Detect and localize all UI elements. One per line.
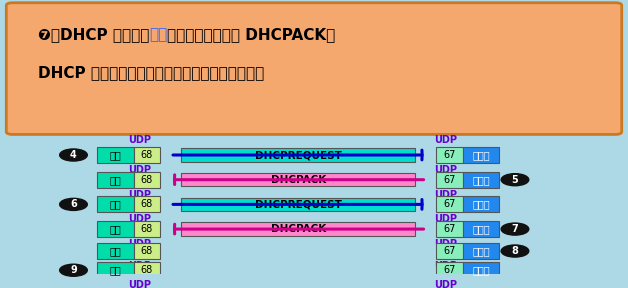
FancyBboxPatch shape [463,243,499,259]
Text: DHCPREQUEST: DHCPREQUEST [255,199,342,209]
Text: 4: 4 [70,150,77,160]
Text: DHCP 客户得到了新的租用期，重新设置计时器。: DHCP 客户得到了新的租用期，重新设置计时器。 [38,65,264,80]
Text: 服务器: 服务器 [472,224,490,234]
Text: 67: 67 [443,246,456,256]
Text: 68: 68 [141,150,153,160]
FancyBboxPatch shape [134,147,160,163]
Text: 67: 67 [443,265,456,275]
Text: UDP: UDP [435,214,457,224]
FancyBboxPatch shape [181,148,416,162]
Text: 6: 6 [70,199,77,209]
Circle shape [501,245,529,257]
Text: 客户: 客户 [110,246,121,256]
FancyBboxPatch shape [181,222,416,236]
Text: 同意: 同意 [149,27,167,42]
Text: UDP: UDP [128,214,151,224]
FancyBboxPatch shape [134,172,160,188]
Text: 服务器: 服务器 [472,199,490,209]
Text: UDP: UDP [128,190,151,200]
Text: 客户: 客户 [110,224,121,234]
FancyBboxPatch shape [134,196,160,212]
Text: 服务器: 服务器 [472,175,490,185]
FancyBboxPatch shape [97,262,134,278]
Text: 客户: 客户 [110,265,121,275]
FancyBboxPatch shape [436,172,463,188]
Text: UDP: UDP [435,280,457,288]
Text: UDP: UDP [128,261,151,271]
Text: 9: 9 [70,265,77,275]
FancyBboxPatch shape [463,262,499,278]
FancyBboxPatch shape [463,147,499,163]
Text: 客户: 客户 [110,199,121,209]
FancyBboxPatch shape [436,221,463,237]
Text: ❼：DHCP 服务器若: ❼：DHCP 服务器若 [38,27,149,42]
Text: DHCPREQUEST: DHCPREQUEST [255,150,342,160]
Text: 68: 68 [141,265,153,275]
Text: 68: 68 [141,175,153,185]
Text: UDP: UDP [435,239,457,249]
Text: UDP: UDP [435,165,457,175]
Text: DHCPACK: DHCPACK [271,224,326,234]
FancyBboxPatch shape [181,198,416,211]
FancyBboxPatch shape [97,221,134,237]
Text: 67: 67 [443,224,456,234]
FancyBboxPatch shape [134,262,160,278]
FancyBboxPatch shape [97,147,134,163]
Text: UDP: UDP [128,165,151,175]
Text: 67: 67 [443,150,456,160]
Circle shape [60,198,87,211]
FancyBboxPatch shape [463,196,499,212]
Text: 服务器: 服务器 [472,265,490,275]
FancyBboxPatch shape [463,172,499,188]
FancyBboxPatch shape [436,147,463,163]
Text: UDP: UDP [435,261,457,271]
FancyBboxPatch shape [97,196,134,212]
Circle shape [501,174,529,186]
Text: UDP: UDP [128,239,151,249]
FancyBboxPatch shape [181,173,416,186]
Circle shape [60,149,87,161]
FancyBboxPatch shape [436,243,463,259]
Text: 68: 68 [141,224,153,234]
Text: 服务器: 服务器 [472,150,490,160]
FancyBboxPatch shape [134,243,160,259]
FancyBboxPatch shape [97,172,134,188]
Text: 客户: 客户 [110,175,121,185]
Text: 68: 68 [141,199,153,209]
FancyBboxPatch shape [97,243,134,259]
Circle shape [501,223,529,235]
Text: UDP: UDP [128,135,151,145]
Text: UDP: UDP [128,280,151,288]
FancyBboxPatch shape [6,3,622,134]
Circle shape [60,264,87,276]
FancyBboxPatch shape [436,196,463,212]
Text: ，则发回确认报文 DHCPACK。: ，则发回确认报文 DHCPACK。 [167,27,335,42]
Text: 服务器: 服务器 [472,246,490,256]
Text: 67: 67 [443,175,456,185]
Text: 8: 8 [512,246,518,256]
FancyBboxPatch shape [436,262,463,278]
Text: 67: 67 [443,199,456,209]
Text: DHCPACK: DHCPACK [271,175,326,185]
Text: 7: 7 [512,224,518,234]
FancyBboxPatch shape [134,221,160,237]
Text: UDP: UDP [435,190,457,200]
Text: 68: 68 [141,246,153,256]
Text: 5: 5 [512,175,518,185]
FancyBboxPatch shape [463,221,499,237]
Text: UDP: UDP [435,135,457,145]
Text: 客户: 客户 [110,150,121,160]
